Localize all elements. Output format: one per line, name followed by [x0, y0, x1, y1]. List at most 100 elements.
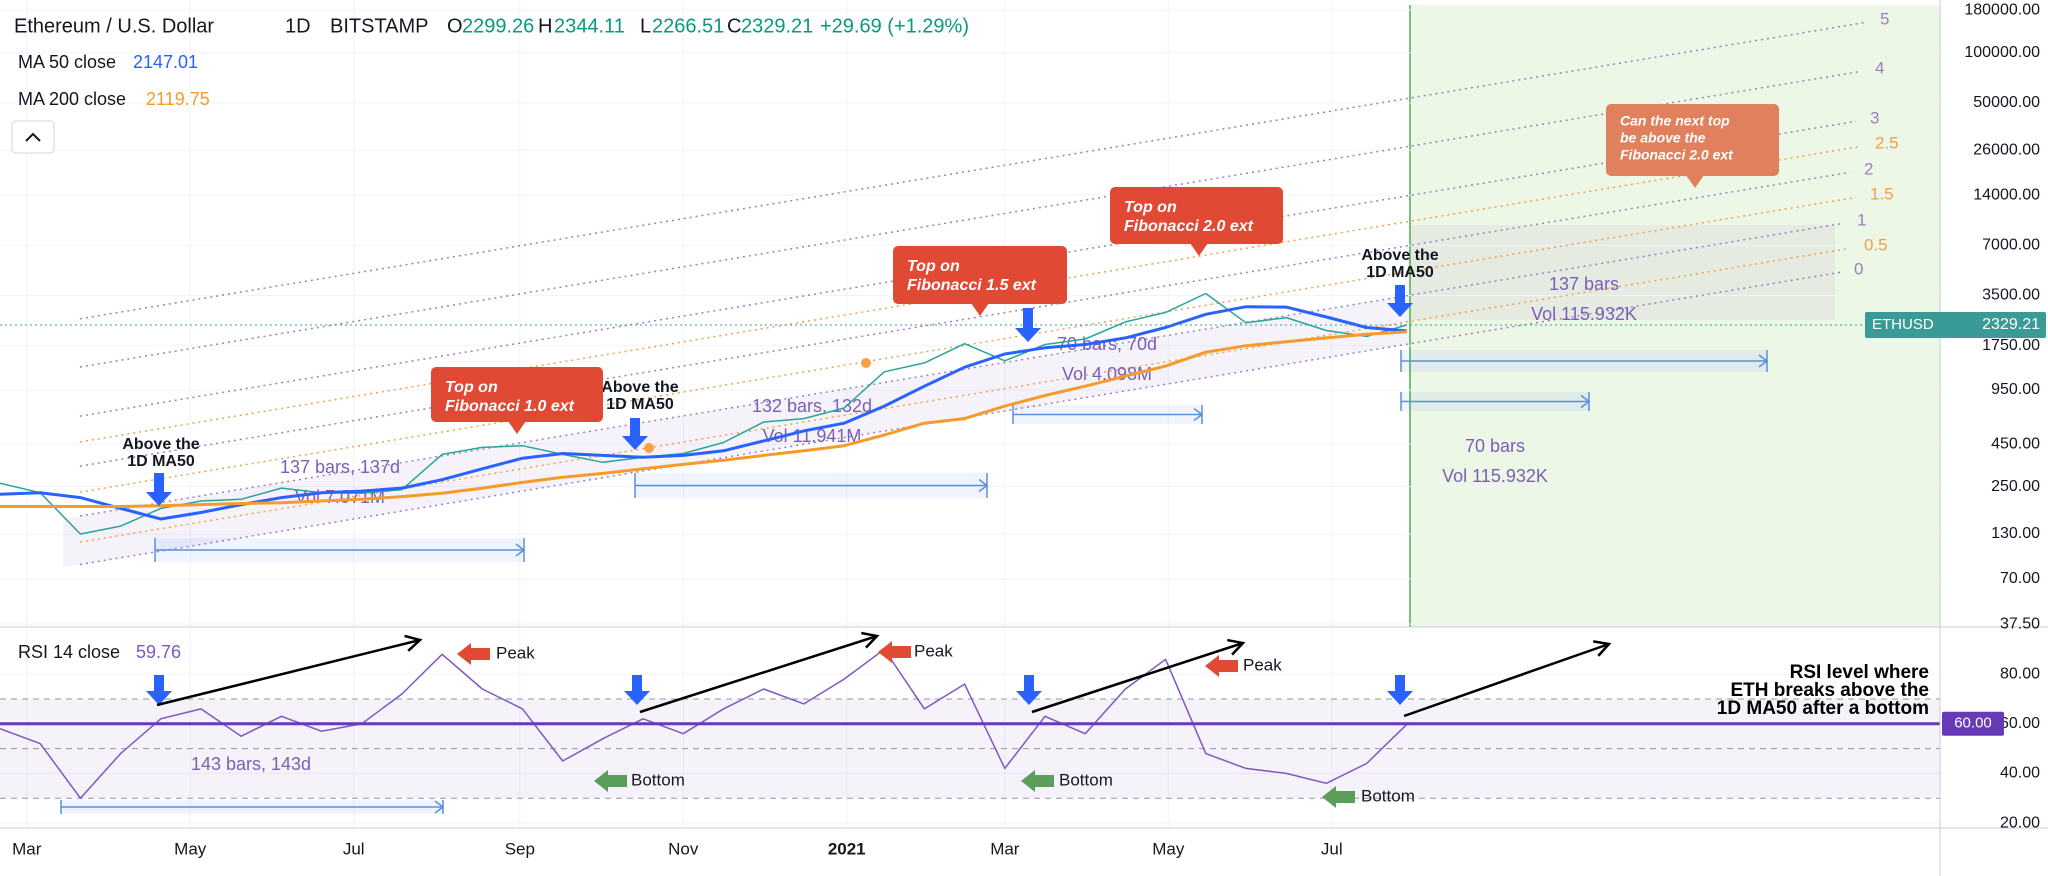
y-tick-label: 130.00: [1991, 525, 2040, 542]
y-tick-label: 250.00: [1991, 478, 2040, 495]
down-arrow: [146, 675, 172, 705]
axes: Mar May Jul Sep Nov 2021 Mar May Jul180000.00100…: [12, 1, 2046, 858]
y-tick-label: 7000.00: [1982, 237, 2040, 254]
measure-arrow: [515, 543, 526, 557]
annotation-text: 1D MA50: [1366, 264, 1434, 281]
x-tick-label: Mar: [12, 839, 42, 858]
left-arrow: [457, 643, 490, 665]
y-tick-label: 20.00: [2000, 814, 2040, 831]
callout-text: Top on: [445, 379, 498, 396]
callout-text: Fibonacci 1.5 ext: [907, 277, 1037, 294]
trend-arrow: [1403, 642, 1610, 718]
legend-value: 2119.75: [146, 89, 210, 109]
exchange: BITSTAMP: [330, 15, 429, 37]
measure-label: Vol 11.941M: [763, 426, 862, 446]
legend: Ethereum / U.S. Dollar 1D BITSTAMP O 229…: [11, 15, 969, 662]
y-tick-label: 50000.00: [1973, 94, 2040, 111]
x-tick-label: Jul: [343, 839, 365, 858]
fib-label: 2: [1864, 159, 1873, 178]
x-tick-label: Mar: [990, 839, 1020, 858]
y-tick-label: 450.00: [1991, 435, 2040, 452]
rsi-note: 1D MA50 after a bottom: [1717, 698, 1929, 719]
measure-label: Vol 4.098M: [1062, 364, 1152, 384]
callout-pointer: [508, 421, 526, 434]
left-arrow: [1205, 655, 1238, 677]
callout-text: Top on: [907, 258, 960, 275]
callout-box: [893, 246, 1067, 304]
price-label-value: 2329.21: [1982, 316, 2040, 333]
fib-label: 0: [1854, 259, 1863, 278]
chevron-icon: [25, 132, 41, 142]
fib-channel: [63, 295, 1410, 568]
ohlc-label: H: [538, 15, 552, 37]
symbol-title: Ethereum / U.S. Dollar: [14, 15, 214, 37]
trend-arrow: [1031, 641, 1244, 714]
series: [0, 292, 1940, 799]
fib-line: [79, 171, 1851, 467]
callout-box: [431, 367, 603, 422]
fib-label: 0.5: [1864, 235, 1888, 254]
callout-pointer: [1686, 175, 1704, 188]
marker-dot: [861, 358, 871, 368]
measure-label: 70 bars, 70d: [1057, 334, 1157, 354]
measure-arrow: [978, 478, 989, 493]
projection-zone: [1410, 225, 1835, 320]
trend-arrowhead: [1593, 640, 1612, 657]
bottom-label: Bottom: [1361, 786, 1415, 805]
collapse-button[interactable]: [11, 120, 55, 154]
x-tick-label: Jul: [1321, 839, 1343, 858]
price-label-name: ETHUSD: [1872, 316, 1934, 333]
ohlc-value: 2344.11: [554, 15, 625, 37]
left-arrow: [878, 641, 911, 663]
y-tick-label: 37.50: [2000, 615, 2040, 632]
legend-label: MA 200 close: [18, 89, 126, 109]
left-arrow: [1021, 770, 1054, 792]
fib-line: [79, 21, 1867, 320]
rsi-level-label: 60.00: [1954, 715, 1992, 732]
time-axis-bg: [0, 828, 1940, 876]
callout-text: Can the next top: [1620, 113, 1730, 129]
fib-line: [79, 70, 1862, 368]
legend-label: RSI 14 close: [18, 642, 120, 662]
legend-label: MA 50 close: [18, 52, 116, 72]
callout-text: Fibonacci 1.0 ext: [445, 398, 575, 415]
measure-label: 132 bars, 132d: [752, 396, 872, 416]
callout-box: [1110, 187, 1283, 244]
bottom-label: Bottom: [631, 770, 685, 789]
annotation-text: Above the: [122, 436, 199, 453]
fib-line: [79, 222, 1844, 517]
measure-label: 137 bars, 137d: [280, 457, 400, 477]
series-line: [0, 292, 1408, 535]
down-arrow: [1016, 675, 1042, 705]
down-arrow: [146, 473, 172, 506]
callout-text: be above the: [1620, 130, 1706, 146]
y-tick-label: 1750.00: [1982, 337, 2040, 354]
fib-label: 1: [1857, 210, 1866, 229]
measure-arrow: [1758, 354, 1769, 368]
measure-label: 137 bars: [1549, 274, 1619, 294]
trend-arrowhead: [404, 634, 423, 652]
y-tick-label: 14000.00: [1973, 186, 2040, 203]
measure-label: 143 bars, 143d: [191, 754, 311, 774]
trend-arrowhead: [1227, 638, 1246, 656]
measure-arrow: [1580, 394, 1591, 409]
fib-label: 3: [1870, 108, 1879, 127]
fib-label: 5: [1880, 9, 1889, 28]
left-arrow: [1322, 786, 1355, 808]
measure-label: Vol 115.932K: [1531, 304, 1637, 324]
y-tick-label: 100000.00: [1964, 44, 2040, 61]
fib-line: [79, 247, 1851, 543]
callout-pointer: [1190, 243, 1208, 256]
measure-arrow: [434, 800, 445, 814]
measure-label: Vol 115.932K: [1442, 466, 1548, 486]
x-tick-label: May: [174, 839, 207, 858]
x-tick-label: 2021: [828, 839, 866, 858]
x-tick-label: Sep: [505, 839, 535, 858]
callout-box: [1606, 104, 1779, 176]
marker-dot: [644, 443, 654, 453]
y-tick-label: 950.00: [1991, 381, 2040, 398]
ohlc-value: 2329.21: [741, 15, 813, 37]
peak-label: Peak: [914, 641, 953, 660]
